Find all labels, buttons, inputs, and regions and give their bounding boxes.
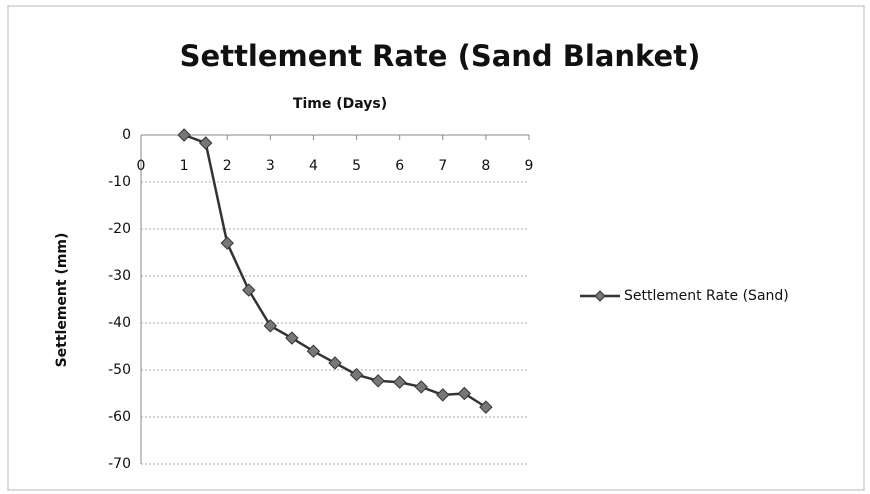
x-tick-label: 4 [309,158,318,174]
chart-border [7,5,865,491]
y-tick-label: 0 [122,127,131,143]
y-tick-label: -20 [108,221,131,237]
x-tick-label: 7 [438,158,447,174]
data-point [349,367,364,382]
x-tick-label: 6 [395,158,404,174]
legend-marker [594,290,606,302]
x-tick-label: 1 [180,158,189,174]
legend-label: Settlement Rate (Sand) [624,288,789,304]
x-tick-label: 2 [223,158,232,174]
x-tick-label: 9 [525,158,534,174]
data-point [177,128,191,142]
y-tick-label: -50 [108,362,131,378]
x-tick-label: 3 [266,158,275,174]
data-point [392,375,407,389]
data-point [198,136,213,150]
data-point [414,380,428,394]
x-tick-label: 8 [481,158,490,174]
y-tick-label: -60 [108,409,131,425]
data-point [328,356,342,370]
y-tick-label: -40 [108,315,131,331]
y-tick-label: -30 [108,268,131,284]
data-point [479,400,493,414]
y-tick-label: -10 [108,174,131,190]
x-tick-label: 0 [137,158,146,174]
y-tick-label: -70 [108,456,131,472]
x-tick-label: 5 [352,158,361,174]
data-point [457,386,472,401]
x-axis-label: Time (Days) [293,96,387,112]
chart-title: Settlement Rate (Sand Blanket) [180,39,701,73]
y-axis-label: Settlement (mm) [54,233,70,368]
data-point [436,388,450,402]
data-point [220,236,234,250]
data-point [285,331,299,345]
data-point [263,319,278,333]
data-point [371,374,385,388]
data-point [242,283,256,297]
data-point [306,344,321,358]
